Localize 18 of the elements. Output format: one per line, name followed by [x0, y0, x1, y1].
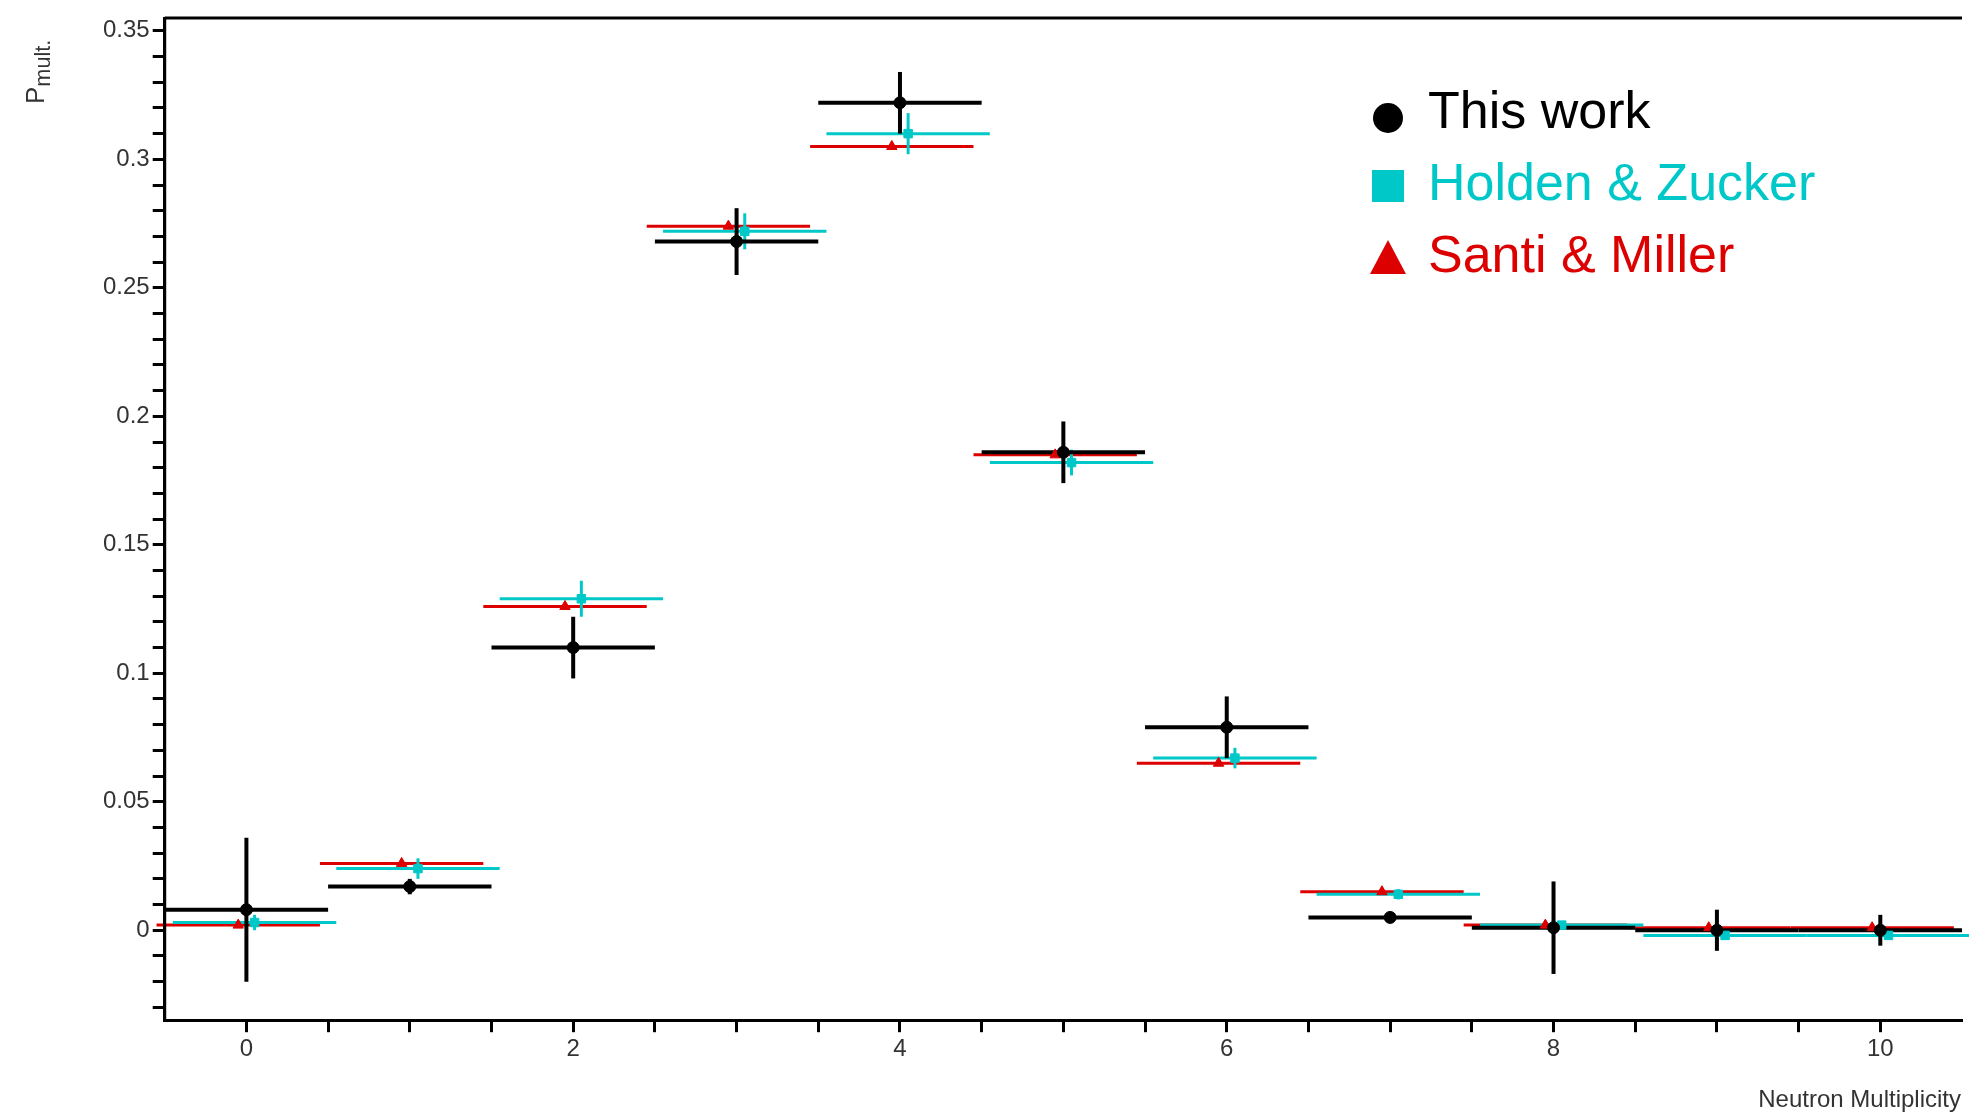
y-tick-label: 0.15 [102, 529, 150, 557]
x-tick-label: 6 [1220, 1034, 1234, 1062]
y-tick-label: 0.3 [116, 143, 150, 171]
x-tick-label: 2 [566, 1034, 580, 1062]
x-tick-label: 4 [893, 1034, 907, 1062]
y-tick-label: 0.2 [116, 400, 150, 428]
y-tick-label: 0.1 [116, 657, 150, 685]
x-tick-label: 8 [1546, 1034, 1561, 1062]
legend-label: This work [1428, 81, 1652, 140]
x-tick-label: 0 [239, 1034, 254, 1062]
y-tick-label: 0.25 [102, 272, 150, 300]
x-tick-label: 10 [1866, 1034, 1894, 1062]
x-axis-title: Neutron Multiplicity [1758, 1085, 1961, 1113]
legend-label: Santi & Miller [1428, 225, 1735, 284]
y-tick-label: 0.05 [102, 786, 150, 814]
legend-label: Holden & Zucker [1428, 153, 1816, 212]
y-tick-label: 0.35 [102, 15, 150, 43]
y-tick-label: 0 [136, 914, 150, 942]
